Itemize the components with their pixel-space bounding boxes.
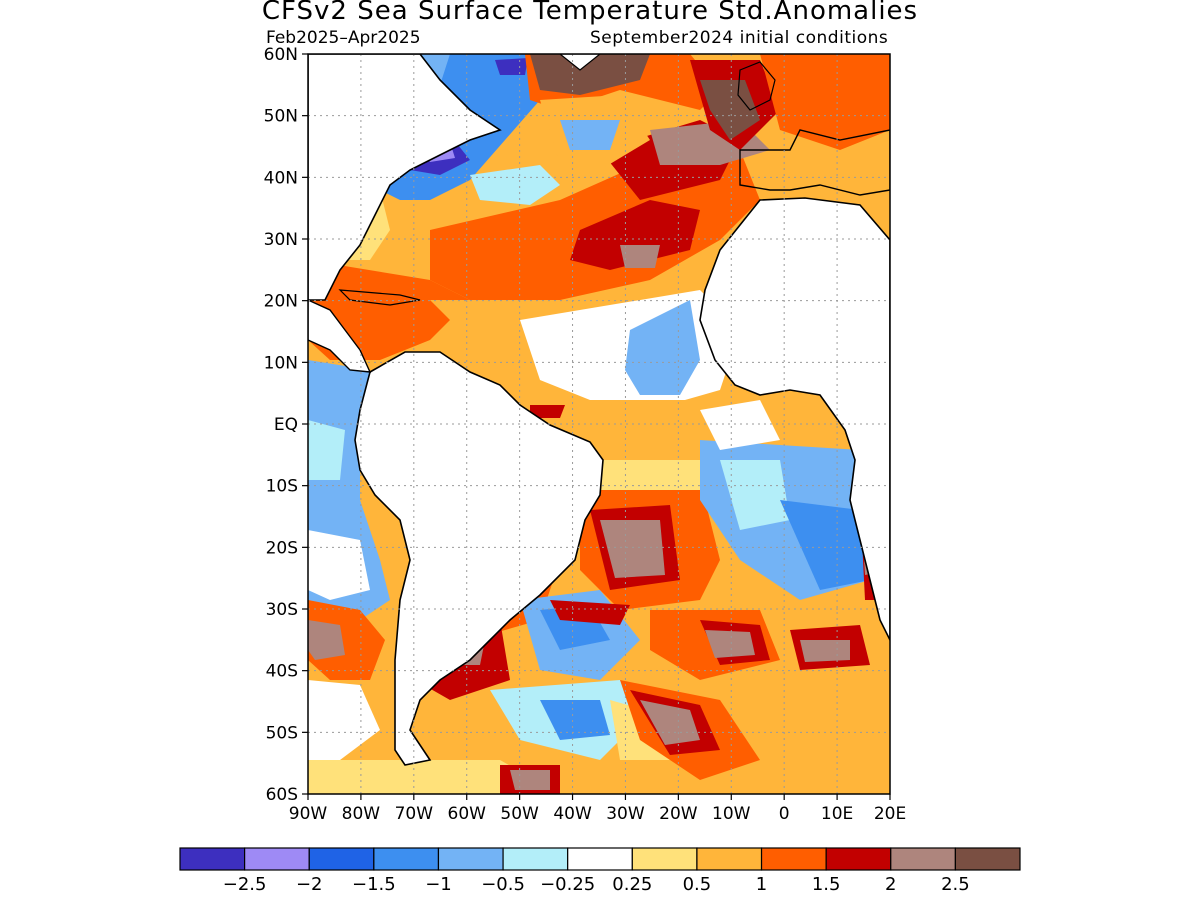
- colorbar-swatch: [631, 847, 698, 871]
- lon-label: 50W: [500, 804, 539, 824]
- lat-label: 40S: [266, 662, 298, 682]
- colorbar-swatch: [502, 847, 569, 871]
- colorbar-label: 1: [756, 874, 767, 895]
- lat-label: 10S: [266, 477, 298, 497]
- lon-label: 60W: [448, 804, 487, 824]
- colorbar-label: −1: [425, 874, 452, 895]
- colorbar-swatch: [308, 847, 375, 871]
- lat-label: 40N: [264, 168, 298, 188]
- colorbar-label: −2.5: [223, 874, 267, 895]
- map-title: CFSv2 Sea Surface Temperature Std.Anomal…: [261, 0, 919, 26]
- colorbar-label: −1.5: [352, 874, 396, 895]
- colorbar-swatch: [244, 847, 310, 871]
- lat-label: 50N: [264, 107, 298, 127]
- lat-label: 20S: [266, 538, 298, 558]
- colorbar-label: 0.25: [612, 874, 652, 895]
- lat-label: 60S: [266, 785, 298, 805]
- lon-label: 30W: [606, 804, 645, 824]
- map-gridlines: [308, 54, 890, 794]
- lat-label: 20N: [264, 292, 298, 312]
- colorbar-label: 1.5: [812, 874, 841, 895]
- colorbar-swatch: [437, 847, 504, 871]
- colorbar-label: −0.5: [481, 874, 525, 895]
- lon-label: 80W: [342, 804, 381, 824]
- colorbar-label: 2.5: [941, 874, 970, 895]
- lon-label: 90W: [289, 804, 328, 824]
- lon-label: 70W: [395, 804, 434, 824]
- lon-label: 10W: [712, 804, 751, 824]
- lat-label: 60N: [264, 45, 298, 65]
- lat-label: 30S: [266, 600, 298, 620]
- colorbar-swatch: [696, 847, 763, 871]
- colorbar-label: 0.5: [683, 874, 712, 895]
- initial-conditions: September2024 initial conditions: [590, 28, 889, 48]
- colorbar-label: −2: [296, 874, 323, 895]
- colorbar-label: 2: [885, 874, 896, 895]
- colorbar-swatch: [179, 847, 246, 871]
- lon-label: 0: [779, 804, 790, 824]
- lat-label: EQ: [274, 415, 298, 435]
- lon-label: 20W: [659, 804, 698, 824]
- colorbar-swatch: [954, 847, 1021, 871]
- lat-label: 30N: [264, 230, 298, 250]
- south-america-landmass: [354, 351, 604, 766]
- lat-label: 10N: [264, 353, 298, 373]
- colorbar-labels: −2.5 −2 −1.5 −1 −0.5 −0.25 0.25 0.5 1 1.5 2 2.5: [223, 874, 970, 895]
- lon-label: 40W: [553, 804, 592, 824]
- axis-ticks: [302, 53, 891, 800]
- forecast-period: Feb2025–Apr2025: [266, 28, 421, 48]
- lat-label: 50S: [266, 723, 298, 743]
- latitude-labels: 60N 50N 40N 30N 20N 10N EQ 10S 20S 30S 40S 50S 60S: [264, 45, 298, 805]
- lon-label: 10E: [821, 804, 853, 824]
- colorbar-label: −0.25: [540, 874, 595, 895]
- colorbar-swatch: [567, 847, 633, 871]
- colorbar-swatch: [890, 847, 956, 871]
- africa-landmass: [699, 197, 890, 641]
- colorbar: [179, 847, 1021, 871]
- longitude-labels: 90W 80W 70W 60W 50W 40W 30W 20W 10W 0 10E 20E: [289, 804, 906, 824]
- lon-label: 20E: [874, 804, 906, 824]
- colorbar-swatch: [825, 847, 892, 871]
- colorbar-swatch: [760, 847, 827, 871]
- colorbar-swatch: [373, 847, 440, 871]
